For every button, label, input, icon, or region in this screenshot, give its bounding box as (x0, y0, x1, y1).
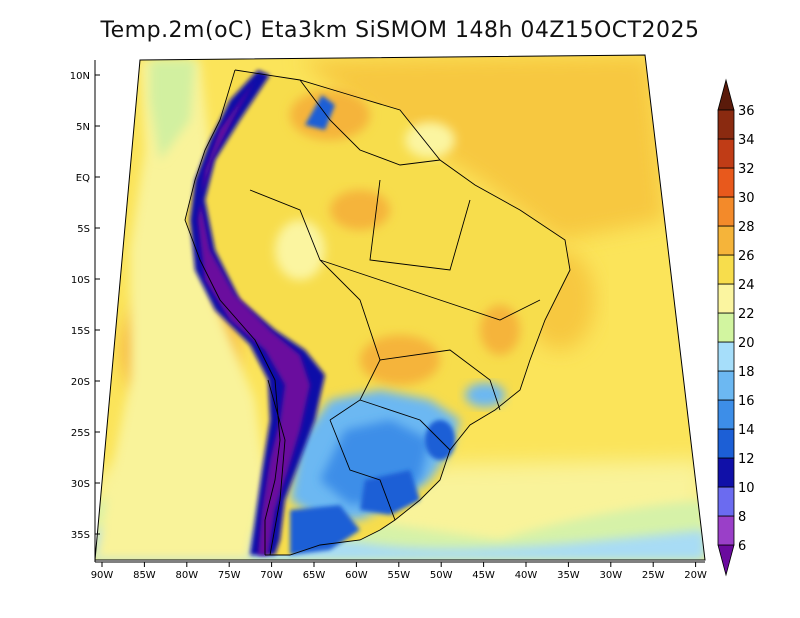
colorbar-label: 20 (738, 336, 755, 351)
colorbar-swatch (717, 109, 735, 140)
lon-label: 55W (387, 570, 410, 581)
lon-label: 75W (218, 570, 241, 581)
lat-label: 5S (77, 224, 90, 235)
colorbar-label: 24 (738, 278, 755, 293)
mild-patch-west (275, 220, 325, 280)
colorbar-swatch (717, 196, 735, 227)
colorbar-label: 32 (738, 162, 755, 177)
lon-label: 85W (133, 570, 156, 581)
cold-patagonia-north (290, 505, 360, 555)
mild-patch-guiana (405, 122, 455, 158)
colorbar-swatch (717, 138, 735, 169)
colorbar-label: 22 (738, 307, 755, 322)
longitude-labels: 90W 85W 80W 75W 70W 65W 60W 55W 50W 45W 40W 35W 30W 2… (91, 562, 707, 581)
pacific-coast (184, 69, 281, 555)
lon-label: 50W (430, 570, 453, 581)
argentina-border (329, 419, 396, 521)
lon-label: 70W (260, 570, 283, 581)
colorbar-arrow-bottom (717, 544, 735, 577)
chile-border (267, 379, 286, 556)
state-borders-3 (379, 349, 501, 411)
lon-label: 35W (557, 570, 580, 581)
map-title: Temp.2m(oC) Eta3km SiSMOM 148h 04Z15OCT2… (100, 18, 700, 43)
colorbar-label: 18 (738, 365, 755, 380)
colorbar-label: 34 (738, 133, 755, 148)
colorbar-swatch (717, 225, 735, 256)
colorbar-swatch (717, 370, 735, 401)
lon-label: 90W (91, 570, 114, 581)
lat-label: EQ (76, 173, 90, 184)
colorbar-swatch (717, 341, 735, 372)
lon-label: 45W (472, 570, 495, 581)
brazil-border-north (299, 79, 441, 166)
lat-label: 35S (71, 530, 90, 541)
lon-label: 80W (175, 570, 198, 581)
colorbar-swatch (717, 312, 735, 343)
colorbar-label: 10 (738, 481, 755, 496)
colorbar-label: 14 (738, 423, 755, 438)
pacific-coastal-cool (95, 60, 265, 560)
map-frame (94, 54, 706, 561)
colorbar-label: 28 (738, 220, 755, 235)
andes-cold-core (198, 80, 310, 555)
lon-label: 20W (684, 570, 707, 581)
lat-label: 10N (70, 71, 90, 82)
cold-south-2 (360, 470, 420, 515)
warm-patch-amazon (330, 190, 390, 230)
lon-label: 25W (642, 570, 665, 581)
colorbar-label: 26 (738, 249, 755, 264)
colorbar: 6 8 10 12 14 16 18 20 22 24 26 28 30 32 34 36 (717, 78, 755, 577)
political-borders (184, 69, 571, 556)
cool-mantiqueira (465, 383, 505, 407)
ocean-warm-northeast (300, 55, 665, 240)
latitude-labels: 10N 5N EQ 5S 10S 15S 20S 25S 30S 35S (70, 71, 100, 541)
lat-label: 10S (71, 275, 90, 286)
warm-patch-central (360, 335, 440, 385)
lat-label: 20S (71, 377, 90, 388)
colorbar-arrow-top (717, 78, 735, 111)
colorbar-swatch (717, 486, 735, 517)
lon-label: 60W (345, 570, 368, 581)
lat-label: 5N (76, 122, 90, 133)
caribbean-cool-patch (150, 60, 195, 160)
lon-label: 30W (599, 570, 622, 581)
state-borders-4 (359, 399, 451, 451)
colorbar-label: 36 (738, 104, 755, 119)
colorbar-label: 16 (738, 394, 755, 409)
lat-label: 25S (71, 428, 90, 439)
colorbar-swatch (717, 167, 735, 198)
state-borders-1 (369, 179, 471, 271)
colorbar-label: 8 (738, 510, 746, 525)
lat-label: 15S (71, 326, 90, 337)
lon-label: 65W (303, 570, 326, 581)
colorbar-label: 12 (738, 452, 755, 467)
state-borders-2 (319, 259, 541, 321)
colorbar-swatch (717, 283, 735, 314)
temperature-field (95, 55, 705, 560)
colorbar-swatch (717, 254, 735, 285)
lon-label: 40W (515, 570, 538, 581)
colorbar-label: 6 (738, 539, 746, 554)
lat-label: 30S (71, 479, 90, 490)
warm-patch-east (480, 305, 520, 355)
colorbar-swatch (717, 399, 735, 430)
colorbar-label: 30 (738, 191, 755, 206)
cold-pico-bolivar (305, 95, 335, 130)
colorbar-swatch (717, 428, 735, 459)
coastline (234, 69, 571, 556)
colorbar-swatch (717, 457, 735, 488)
colorbar-swatch (717, 515, 735, 546)
